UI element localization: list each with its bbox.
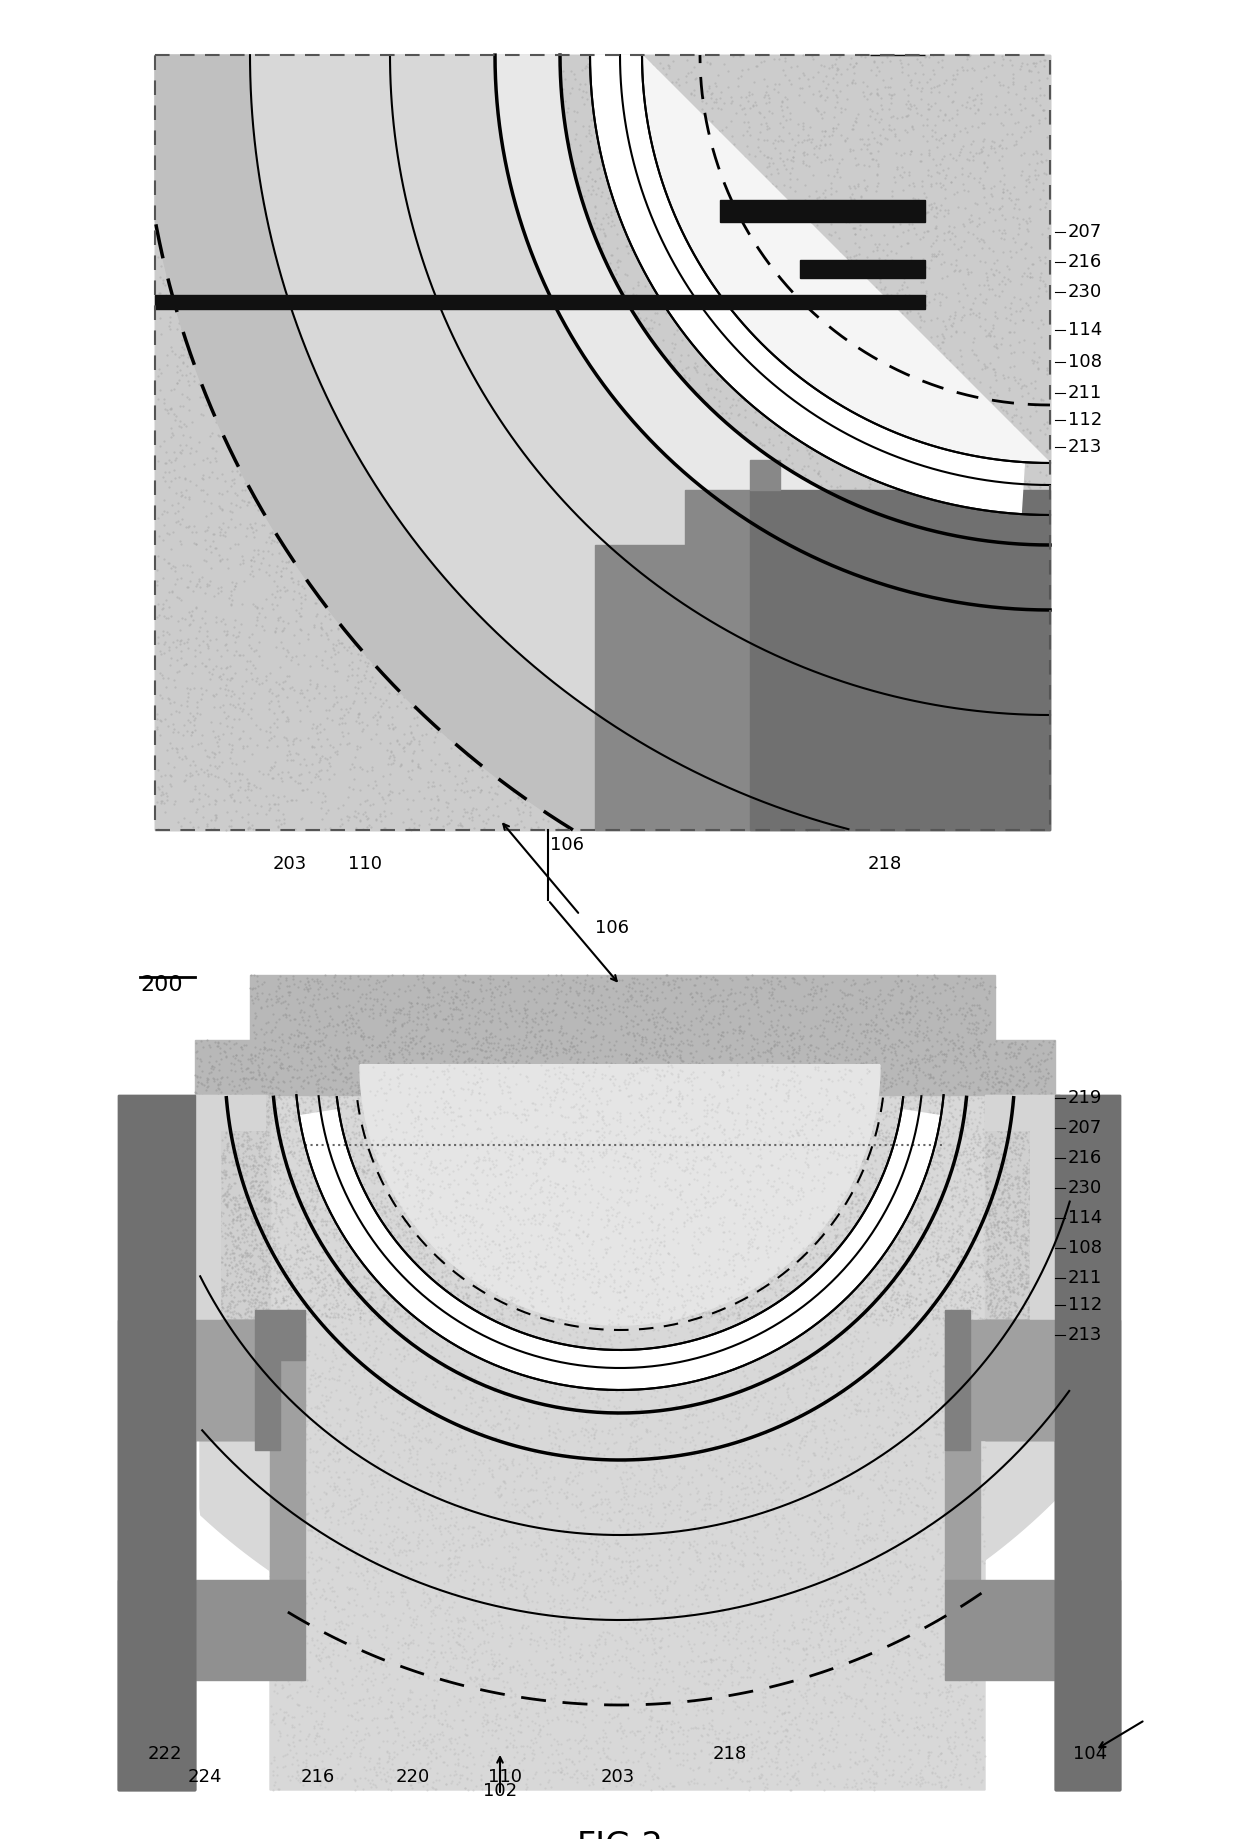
- Text: 224: 224: [187, 1767, 222, 1786]
- Polygon shape: [155, 55, 1050, 829]
- Text: 222: 222: [148, 1745, 182, 1764]
- Text: 106: 106: [595, 920, 629, 938]
- Text: 211: 211: [1068, 1269, 1102, 1287]
- Polygon shape: [642, 55, 1050, 463]
- Text: 219: 219: [1068, 1089, 1102, 1107]
- Polygon shape: [360, 1065, 880, 1324]
- Polygon shape: [750, 489, 1050, 829]
- Polygon shape: [1055, 1094, 1120, 1789]
- Polygon shape: [155, 294, 925, 309]
- Text: 216: 216: [301, 1767, 335, 1786]
- Polygon shape: [250, 975, 994, 1041]
- Text: 114: 114: [1068, 1208, 1102, 1227]
- Polygon shape: [945, 1580, 1055, 1681]
- Polygon shape: [200, 1094, 1060, 1789]
- Text: 108: 108: [1068, 1239, 1102, 1258]
- Polygon shape: [255, 1309, 305, 1449]
- Text: 112: 112: [1068, 1296, 1102, 1315]
- Polygon shape: [945, 1320, 1055, 1580]
- Polygon shape: [195, 1041, 1055, 1094]
- Polygon shape: [195, 1094, 270, 1320]
- Text: 110: 110: [489, 1767, 522, 1786]
- Text: 230: 230: [1068, 1179, 1102, 1197]
- Text: 203: 203: [273, 855, 308, 874]
- Polygon shape: [155, 55, 1050, 829]
- Text: 211: 211: [1068, 384, 1102, 403]
- Polygon shape: [118, 1094, 195, 1789]
- Text: 220: 220: [396, 1767, 430, 1786]
- Polygon shape: [985, 1094, 1055, 1320]
- Polygon shape: [155, 55, 1050, 829]
- Polygon shape: [195, 1094, 265, 1320]
- Text: 230: 230: [1068, 283, 1102, 302]
- Text: 213: 213: [1068, 1326, 1102, 1344]
- Text: 104: 104: [1073, 1745, 1107, 1764]
- Polygon shape: [945, 1309, 970, 1449]
- Polygon shape: [118, 1580, 195, 1789]
- Polygon shape: [250, 55, 1050, 829]
- Polygon shape: [985, 1094, 1055, 1320]
- Polygon shape: [195, 1580, 305, 1681]
- Text: 216: 216: [1068, 1149, 1102, 1168]
- Text: 112: 112: [1068, 410, 1102, 428]
- Text: 207: 207: [1068, 1118, 1102, 1137]
- Text: 207: 207: [1068, 223, 1102, 241]
- Text: 102: 102: [482, 1782, 517, 1800]
- Polygon shape: [720, 200, 925, 223]
- Polygon shape: [118, 1094, 195, 1789]
- Polygon shape: [299, 1109, 941, 1390]
- Polygon shape: [985, 1320, 1120, 1789]
- Polygon shape: [590, 55, 1024, 515]
- Text: 203: 203: [601, 1767, 635, 1786]
- Polygon shape: [985, 1094, 1240, 1789]
- Polygon shape: [495, 55, 1050, 611]
- Polygon shape: [195, 1320, 305, 1580]
- Text: 114: 114: [1068, 322, 1102, 338]
- Polygon shape: [118, 1320, 270, 1789]
- Polygon shape: [684, 489, 750, 544]
- Text: 110: 110: [348, 855, 382, 874]
- Text: 106: 106: [551, 837, 584, 853]
- Text: FIG.2: FIG.2: [577, 1830, 663, 1839]
- Text: 108: 108: [1068, 353, 1102, 371]
- Polygon shape: [800, 259, 925, 278]
- Polygon shape: [1055, 1580, 1120, 1789]
- Polygon shape: [595, 544, 1050, 829]
- Text: 213: 213: [1068, 438, 1102, 456]
- Text: 216: 216: [1068, 254, 1102, 270]
- Polygon shape: [155, 55, 1050, 829]
- Polygon shape: [750, 460, 780, 489]
- Text: 218: 218: [868, 855, 903, 874]
- Polygon shape: [195, 1094, 1055, 1320]
- Polygon shape: [0, 1094, 270, 1789]
- Polygon shape: [1055, 1094, 1120, 1789]
- Text: 200: 200: [140, 975, 182, 995]
- Text: 218: 218: [713, 1745, 748, 1764]
